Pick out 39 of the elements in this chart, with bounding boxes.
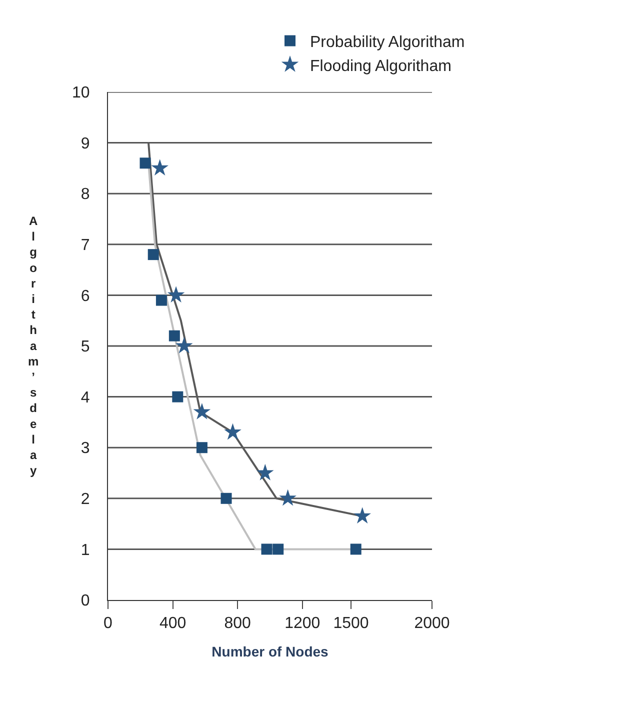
text: Algoritham’s delay	[28, 214, 39, 478]
x-tick-label: 1500	[333, 615, 369, 632]
point	[354, 507, 371, 524]
y-tick-label: 8	[80, 186, 90, 204]
point	[175, 336, 193, 354]
y-tick-label: 3	[80, 440, 90, 458]
x-tick-label: 0	[104, 615, 113, 632]
x-tick-label: 1200	[284, 615, 320, 632]
x-tick-label: 400	[159, 615, 186, 632]
point	[224, 423, 242, 440]
point	[148, 249, 159, 260]
y-tick-label: 10	[72, 84, 90, 102]
y-tick-label: 9	[80, 135, 90, 152]
point	[196, 442, 208, 454]
point	[151, 159, 168, 176]
point	[140, 158, 151, 169]
point	[261, 544, 272, 555]
point	[350, 544, 362, 555]
y-tick-label: 7	[80, 237, 90, 254]
point	[279, 489, 296, 506]
y-tick-label: 1	[80, 542, 90, 559]
point	[167, 286, 185, 303]
y-tick-label: 5	[80, 338, 90, 356]
x-axis-title: Number of Nodes	[212, 644, 329, 660]
point	[172, 391, 184, 402]
x-tick-label: 800	[224, 615, 252, 632]
point	[256, 464, 274, 480]
point	[193, 402, 211, 420]
point	[156, 294, 167, 306]
y-tick-label: 0	[80, 592, 90, 610]
legend-label: Probability Algoritham	[310, 34, 465, 51]
x-tick-label: 2000	[414, 615, 450, 632]
point	[272, 544, 284, 555]
legend-label: Flooding Algoritham	[310, 58, 452, 75]
point	[220, 492, 232, 504]
point	[168, 330, 180, 342]
y-tick-label: 6	[80, 288, 90, 305]
y-tick-label: 2	[80, 491, 90, 508]
y-tick-label: 4	[80, 389, 90, 406]
